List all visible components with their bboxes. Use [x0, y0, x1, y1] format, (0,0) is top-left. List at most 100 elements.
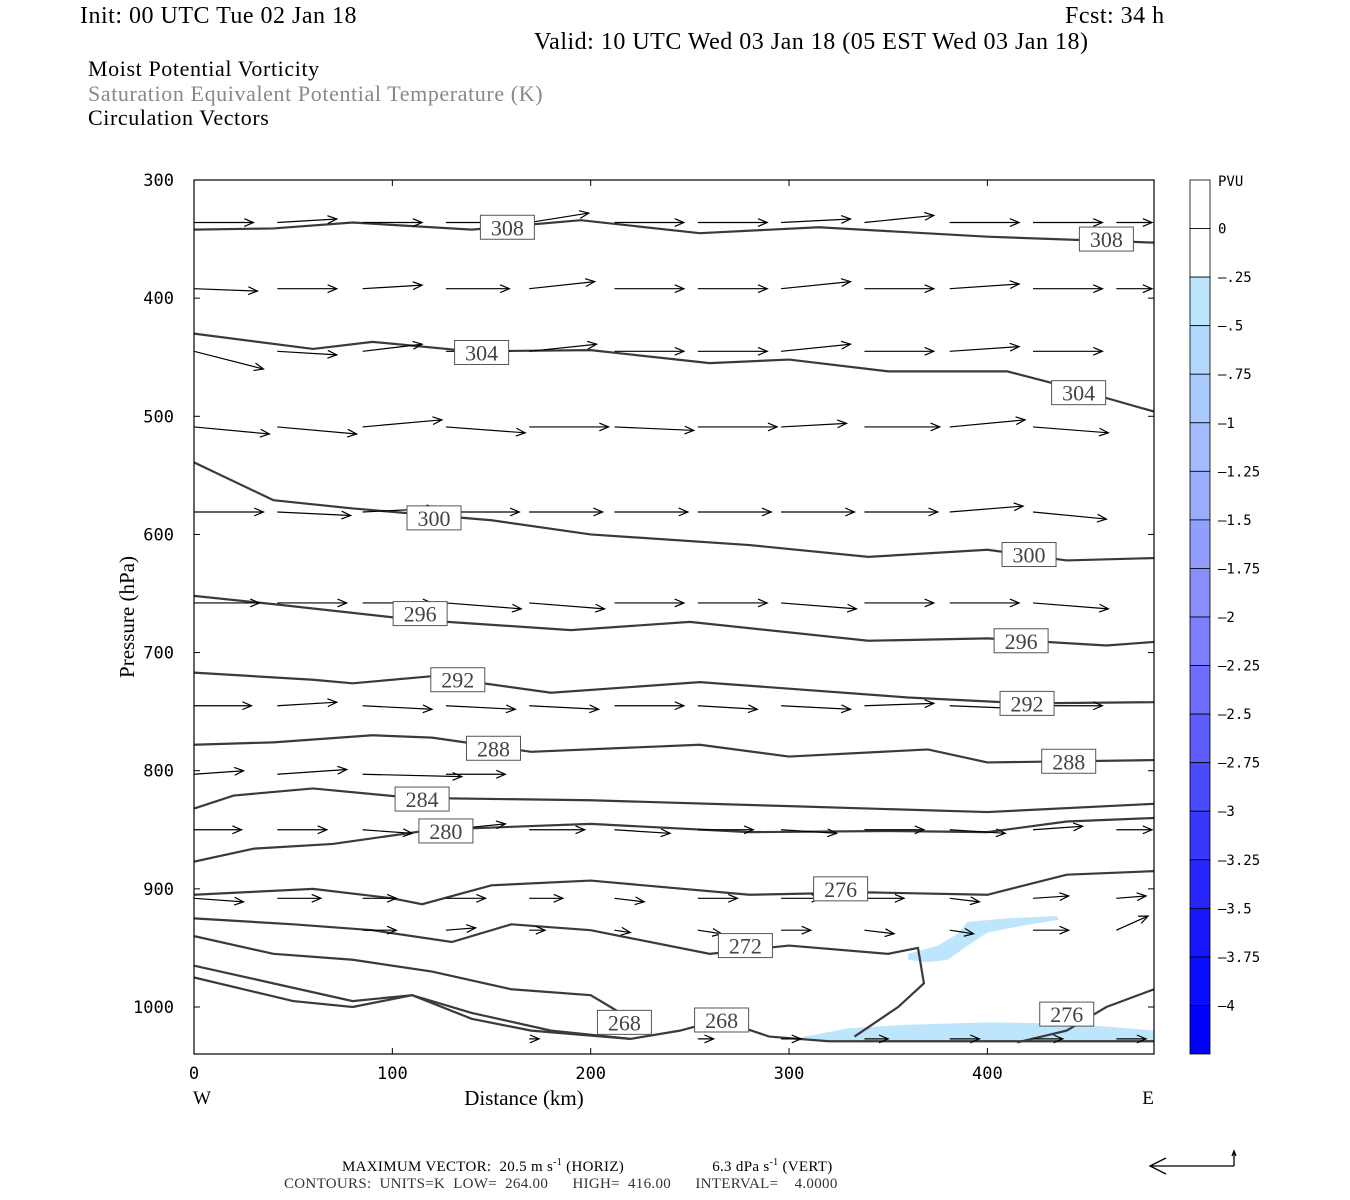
circulation-vector — [445, 426, 527, 437]
contour-label-box — [1078, 226, 1134, 252]
thetae-contour-284 — [194, 787, 1154, 814]
circulation-vector — [949, 416, 1027, 428]
contour-label-box — [454, 339, 510, 365]
circulation-vector — [362, 828, 414, 838]
vector-head — [620, 926, 632, 936]
vector-shaft — [864, 702, 934, 707]
vector-head — [250, 598, 261, 608]
contour-label-box — [813, 876, 869, 902]
vector-head — [1142, 825, 1154, 835]
circulation-vector — [194, 825, 244, 835]
circulation-vector — [864, 598, 936, 608]
colorbar-label: —2.5 — [1218, 707, 1252, 723]
circulation-vector — [697, 422, 779, 432]
vector-shaft — [1032, 426, 1109, 434]
vector-shaft — [529, 281, 595, 290]
vector-shaft — [362, 343, 423, 352]
circulation-vector — [949, 218, 1021, 227]
contour-label: 300 — [1013, 543, 1046, 568]
circulation-vector — [864, 699, 936, 709]
vector-head — [1142, 284, 1154, 294]
vector-head — [1098, 603, 1110, 613]
vector-shaft — [529, 602, 605, 610]
circulation-vector — [1032, 892, 1071, 901]
vector-shaft — [781, 281, 851, 290]
circulation-vector — [781, 602, 859, 613]
circulation-vector — [614, 284, 686, 294]
field-title-thetae: Saturation Equivalent Potential Temperat… — [88, 81, 544, 106]
vector-head — [511, 603, 523, 613]
colorbar-label: —3.75 — [1218, 950, 1260, 966]
vector-head — [969, 896, 981, 906]
colorbar-bin — [1189, 665, 1211, 715]
vector-head — [840, 340, 853, 350]
circulation-vector — [1116, 892, 1148, 902]
vector-head — [232, 825, 244, 835]
contour-label: 276 — [824, 877, 857, 902]
contour-label: 288 — [477, 736, 510, 761]
vector-head — [840, 215, 853, 224]
circulation-vector — [697, 704, 759, 714]
colorbar-bin — [1189, 228, 1211, 278]
circulation-vector — [277, 698, 339, 708]
vector-head — [1138, 915, 1150, 924]
vector-shaft — [1116, 895, 1147, 899]
vector-head — [578, 210, 591, 219]
circulation-vector — [277, 349, 339, 359]
circulation-vector — [697, 507, 773, 517]
circulation-vector — [277, 284, 339, 294]
vector-head — [674, 598, 686, 608]
vector-head — [337, 598, 349, 608]
y-tick-label: 700 — [143, 644, 174, 664]
circulation-vector — [864, 825, 926, 835]
vector-head — [242, 701, 254, 711]
vector-shaft — [445, 426, 526, 434]
vector-shaft — [277, 768, 347, 775]
colorbar-bin — [1189, 179, 1211, 229]
colorbar-label: —1 — [1218, 416, 1235, 432]
circulation-vector — [949, 502, 1025, 513]
circulation-vector — [614, 507, 690, 517]
colorbar-bin — [1189, 276, 1211, 327]
colorbar-bin — [1189, 810, 1211, 861]
vector-head — [928, 507, 940, 517]
circulation-vector — [781, 1034, 803, 1044]
circulation-vector — [194, 896, 246, 906]
vector-head — [1059, 892, 1071, 901]
circulation-vector — [697, 346, 769, 356]
x-tick-label: 0 — [189, 1064, 199, 1084]
circulation-vector — [697, 893, 740, 903]
vector-head — [233, 766, 246, 776]
vector-head — [586, 340, 599, 350]
vector-head — [743, 825, 755, 835]
colorbar-title: PVU — [1218, 174, 1243, 190]
vector-shaft — [529, 705, 599, 710]
circulation-vector — [781, 340, 853, 352]
circulation-vector — [529, 893, 565, 903]
circulation-vector — [697, 218, 769, 227]
vector-shaft — [949, 705, 1010, 709]
circulation-vector — [529, 925, 547, 935]
contour-label-box — [466, 735, 522, 761]
vector-head — [259, 428, 271, 438]
vector-head — [674, 346, 686, 356]
vector-head — [757, 346, 769, 356]
vert-value: 6.3 dPa s — [712, 1159, 770, 1175]
circulation-vector — [1033, 1034, 1065, 1044]
y-tick-label: 1000 — [133, 998, 174, 1018]
vector-shaft — [277, 701, 337, 707]
vector-shaft — [781, 218, 851, 224]
horiz-value: 20.5 m s — [499, 1159, 554, 1175]
y-tick-label: 900 — [143, 880, 174, 900]
colorbar-bin — [1189, 859, 1211, 909]
y-tick-label: 300 — [143, 171, 174, 191]
circulation-vector — [529, 1034, 541, 1044]
vector-head — [1142, 218, 1154, 227]
vector-head — [505, 704, 517, 714]
vector-shaft — [445, 602, 522, 610]
colorbar-bin — [1189, 325, 1211, 375]
circulation-vector — [781, 828, 839, 838]
vector-head — [704, 1034, 716, 1044]
vector-head — [924, 284, 936, 294]
